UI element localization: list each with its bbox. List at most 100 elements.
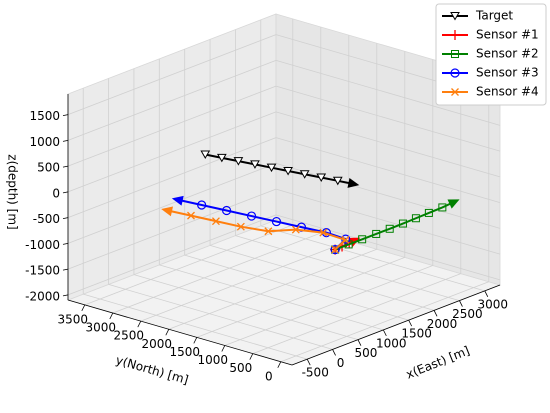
y-tick-label: 1000 xyxy=(198,353,229,367)
marker xyxy=(358,235,367,244)
z-tick xyxy=(62,114,69,116)
legend-label: Sensor #1 xyxy=(476,28,539,42)
grid-line xyxy=(252,273,461,354)
trajectory xyxy=(334,200,456,251)
y-tick xyxy=(193,337,198,344)
x-tick xyxy=(306,358,311,366)
grid-line xyxy=(84,224,293,306)
arrow-head xyxy=(447,199,460,209)
marker xyxy=(197,200,207,210)
z-tick-label: -1000 xyxy=(25,238,60,252)
marker xyxy=(319,228,328,237)
legend-label: Sensor #2 xyxy=(476,47,539,61)
x-tick-label: 0 xyxy=(337,356,345,370)
x-tick-label: 2500 xyxy=(452,307,483,321)
y-tick-label: 2500 xyxy=(114,329,145,343)
y-tick xyxy=(221,345,226,352)
legend-box xyxy=(435,3,547,106)
grid-line xyxy=(67,214,277,296)
marker xyxy=(233,157,244,166)
grid-line xyxy=(275,111,501,178)
grid-line xyxy=(275,137,501,203)
grid-line xyxy=(83,293,308,360)
marker xyxy=(332,176,343,186)
grid-line xyxy=(275,188,501,255)
grid-line xyxy=(112,232,321,314)
x-tick-label: -500 xyxy=(302,366,329,380)
z-tick xyxy=(62,139,69,142)
marker xyxy=(450,30,460,40)
trajectory xyxy=(205,153,355,186)
y-tick-label: 2000 xyxy=(142,337,173,351)
marker xyxy=(291,225,300,234)
series xyxy=(161,206,350,254)
marker xyxy=(341,235,350,244)
grid-line xyxy=(280,281,489,363)
grid-line xyxy=(67,137,277,218)
grid-line xyxy=(235,235,460,301)
grid-line xyxy=(108,284,333,350)
y-tick xyxy=(165,329,170,336)
z-tick-label: -500 xyxy=(33,212,60,226)
y-tick-label: 3500 xyxy=(58,312,89,326)
axis-line xyxy=(291,284,501,366)
x-tick xyxy=(433,310,438,317)
marker xyxy=(451,88,459,96)
series xyxy=(200,150,360,188)
z-tick xyxy=(62,268,69,271)
z-tick-label: 1000 xyxy=(29,135,60,149)
x-tick-label: 3000 xyxy=(478,297,509,311)
marker xyxy=(246,211,257,221)
marker xyxy=(283,166,293,176)
marker xyxy=(250,160,260,169)
grid-line xyxy=(159,264,384,331)
grid-line xyxy=(275,85,501,152)
y-tick xyxy=(277,361,282,368)
marker xyxy=(222,205,232,216)
marker xyxy=(316,173,327,183)
axis-line xyxy=(67,299,293,366)
x-tick-label: 500 xyxy=(354,346,377,360)
z-tick-label: 0 xyxy=(52,186,60,200)
arrow-head xyxy=(161,206,174,217)
grid-line xyxy=(275,59,501,126)
marker xyxy=(411,214,420,223)
arrow-head xyxy=(347,178,360,188)
marker xyxy=(299,170,310,179)
x-tick xyxy=(382,329,387,337)
marker xyxy=(271,216,282,227)
marker xyxy=(330,244,340,255)
z-tick-label: -1500 xyxy=(25,264,60,278)
x-tick-label: 1500 xyxy=(401,327,432,341)
marker xyxy=(450,68,460,78)
grid-line xyxy=(275,162,501,229)
grid-line xyxy=(275,214,501,281)
marker xyxy=(385,224,394,233)
marker xyxy=(236,222,245,231)
x-tick-label: 1000 xyxy=(376,336,407,350)
y-tick xyxy=(109,312,114,320)
x-tick-label: 2000 xyxy=(427,317,458,331)
x-tick xyxy=(357,339,362,346)
z-tick-label: 500 xyxy=(37,161,60,175)
grid-line xyxy=(184,254,409,321)
marker xyxy=(438,203,447,212)
y-tick-label: 0 xyxy=(265,369,273,383)
grid-line xyxy=(67,111,277,193)
legend-label: Sensor #4 xyxy=(476,85,539,99)
grid-line xyxy=(196,257,405,338)
grid-line xyxy=(224,265,433,346)
y-tick xyxy=(81,304,86,312)
grid-line xyxy=(140,240,349,322)
grid-line xyxy=(168,248,377,330)
x-tick xyxy=(408,319,413,327)
marker xyxy=(331,245,340,254)
marker xyxy=(216,153,227,163)
z-tick xyxy=(62,217,69,219)
z-tick xyxy=(62,191,69,194)
legend-label: Target xyxy=(475,9,513,23)
marker xyxy=(264,227,273,236)
x-tick xyxy=(484,290,489,298)
marker xyxy=(266,163,277,173)
marker xyxy=(372,229,381,238)
